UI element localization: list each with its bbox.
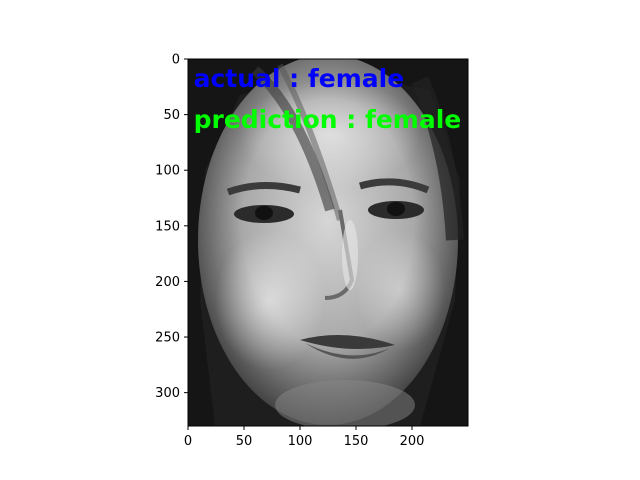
image-area (188, 59, 468, 426)
y-tick-label: 250 (155, 331, 180, 346)
y-tick-label: 200 (155, 275, 180, 290)
annotations: actual : female prediction : female (194, 64, 462, 134)
prediction-label: prediction : female (194, 105, 462, 134)
axes-frame (187, 58, 469, 427)
left-eyebrow (226, 181, 301, 196)
y-axis: 0 50 100 150 200 250 300 (155, 53, 188, 401)
x-tick-label: 200 (400, 434, 425, 449)
x-axis: 0 50 100 150 200 (184, 426, 425, 449)
y-tick-label: 150 (155, 219, 180, 234)
actual-label: actual : female (194, 64, 405, 93)
y-tick-label: 300 (155, 386, 180, 401)
y-tick-label: 0 (172, 53, 180, 68)
x-tick-label: 0 (184, 434, 192, 449)
mouth (300, 335, 395, 349)
y-tick-label: 100 (155, 164, 180, 179)
x-tick-label: 150 (344, 434, 369, 449)
right-eyebrow (359, 178, 430, 194)
x-tick-label: 50 (236, 434, 253, 449)
y-tick-label: 50 (163, 108, 180, 123)
x-tick-label: 100 (288, 434, 313, 449)
